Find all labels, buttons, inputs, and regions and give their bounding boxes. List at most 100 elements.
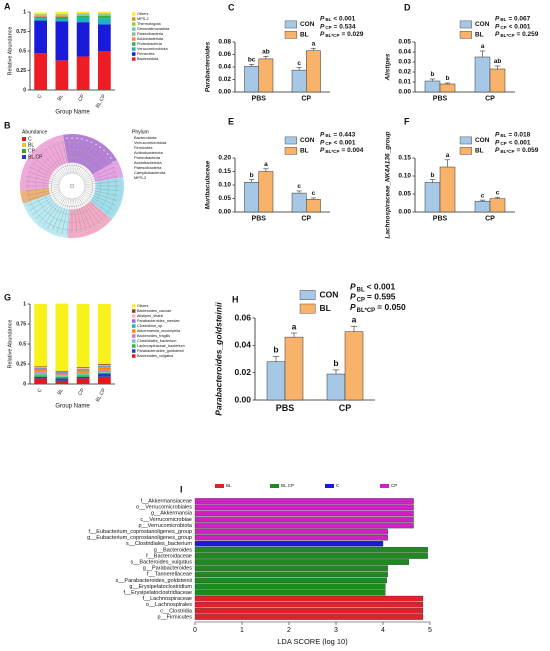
stacked-segment bbox=[55, 375, 69, 377]
phylum-label: Actinobacteriota bbox=[134, 150, 163, 155]
clade-branch bbox=[30, 161, 61, 180]
legend-label: BL bbox=[475, 148, 484, 155]
clade-branch bbox=[84, 189, 118, 201]
clade-node bbox=[51, 141, 54, 144]
clade-node bbox=[38, 149, 41, 152]
significance-letter: a bbox=[312, 40, 316, 47]
clade-branch bbox=[81, 194, 108, 219]
legend-swatch bbox=[132, 37, 136, 41]
lda-bar bbox=[194, 608, 424, 614]
clade-branch bbox=[66, 198, 71, 234]
p-text: = 0.259 bbox=[517, 31, 539, 38]
legend-swatch bbox=[132, 57, 136, 61]
stacked-segment bbox=[76, 56, 90, 90]
stacked-segment bbox=[55, 15, 69, 17]
legend-swatch bbox=[325, 484, 334, 488]
legend-label: Firmicutes bbox=[137, 52, 155, 56]
y-tick-label: 0.00 bbox=[234, 394, 251, 404]
clade-node bbox=[42, 146, 45, 149]
legend-label: Bacteroidota bbox=[137, 57, 159, 61]
clade-branch bbox=[36, 153, 63, 178]
legend-label: Bacteroides_vulgatus bbox=[137, 354, 173, 358]
clade-node bbox=[42, 223, 45, 226]
stacked-segment bbox=[98, 366, 111, 368]
significance-letter: c bbox=[297, 60, 301, 67]
clade-node bbox=[51, 228, 54, 231]
error-bar bbox=[249, 64, 255, 67]
p-subscript: BL bbox=[325, 133, 331, 138]
legend-swatch bbox=[22, 155, 26, 159]
error-bar bbox=[290, 332, 298, 338]
error-bar bbox=[249, 179, 255, 183]
y-tick-label: 0.02 bbox=[218, 76, 231, 83]
stacked-segment bbox=[34, 12, 47, 14]
y-tick-label: 0.10 bbox=[218, 182, 231, 189]
legend-swatch bbox=[22, 137, 26, 141]
p-subscript: BL*CP bbox=[500, 149, 514, 154]
legend-label: Alistipes_shahii bbox=[137, 314, 163, 318]
legend-swatch bbox=[132, 32, 136, 36]
p-text: = 0.059 bbox=[517, 147, 539, 154]
p-symbol: P bbox=[320, 23, 325, 30]
clade-node bbox=[90, 228, 93, 231]
bar bbox=[474, 56, 491, 93]
y-tick-label: f__Erysipelatoclostridiaceae bbox=[124, 590, 192, 596]
p-text: = 0.534 bbox=[334, 23, 356, 30]
p-value: PBL*CP = 0.004 bbox=[320, 147, 364, 154]
p-value: PBL*CP = 0.259 bbox=[495, 31, 539, 38]
legend-swatch bbox=[132, 52, 136, 56]
legend-swatch bbox=[132, 47, 136, 51]
phylum-label: MPS-2 bbox=[134, 175, 147, 180]
bar bbox=[439, 83, 456, 93]
clade-node bbox=[118, 185, 121, 188]
stacked-segment bbox=[55, 372, 69, 374]
legend-label: CP bbox=[28, 148, 36, 154]
x-tick-label: BL.CP bbox=[95, 387, 108, 403]
clade-branch bbox=[39, 150, 64, 177]
clade-branch bbox=[80, 195, 105, 222]
y-axis-title: Parabacteroides bbox=[204, 41, 211, 92]
p-symbol: P bbox=[350, 282, 356, 292]
clade-node bbox=[24, 194, 27, 197]
stacked-segment bbox=[98, 24, 111, 51]
stacked-segment bbox=[34, 18, 47, 21]
x-tick-label: 4 bbox=[381, 627, 385, 634]
stacked-segment bbox=[34, 372, 47, 376]
y-axis-title: Alistipes bbox=[384, 53, 391, 81]
x-tick-label: CP bbox=[77, 93, 86, 103]
lda-bar bbox=[194, 510, 414, 517]
clade-branch bbox=[75, 198, 87, 232]
clade-branch bbox=[73, 198, 78, 234]
legend-swatch bbox=[459, 136, 472, 145]
stacked-segment bbox=[98, 18, 111, 25]
lda-bar bbox=[194, 504, 414, 510]
legend-label: Bacteroides_caccae bbox=[137, 309, 171, 313]
stacked-segment bbox=[98, 367, 111, 371]
stacked-segment bbox=[55, 380, 69, 384]
clade-node bbox=[32, 156, 35, 159]
clade-node bbox=[99, 223, 102, 226]
stacked-segment bbox=[98, 365, 111, 367]
legend-label: BL.CP bbox=[281, 483, 294, 488]
p-value: PCP < 0.001 bbox=[320, 139, 356, 146]
p-subscript: BL bbox=[500, 17, 506, 22]
clade-node bbox=[112, 208, 115, 211]
panel-label: B bbox=[4, 120, 11, 130]
x-tick-label: PBS bbox=[433, 215, 448, 222]
legend-title: Phylum bbox=[132, 129, 149, 135]
legend-swatch bbox=[284, 31, 297, 39]
stacked-segment bbox=[98, 372, 111, 373]
p-value: PBL*CP = 0.050 bbox=[350, 302, 406, 313]
clade-node bbox=[35, 217, 38, 220]
clade-root bbox=[69, 183, 75, 189]
clade-node bbox=[76, 232, 79, 235]
clade-node bbox=[27, 204, 30, 207]
bar bbox=[306, 199, 321, 213]
bar bbox=[244, 182, 259, 213]
stacked-segment bbox=[98, 376, 111, 384]
clade-branch bbox=[73, 138, 78, 174]
clade-node bbox=[118, 179, 121, 182]
clade-node bbox=[47, 226, 50, 229]
clade-branch bbox=[84, 175, 119, 184]
legend-label: BL bbox=[320, 303, 331, 313]
